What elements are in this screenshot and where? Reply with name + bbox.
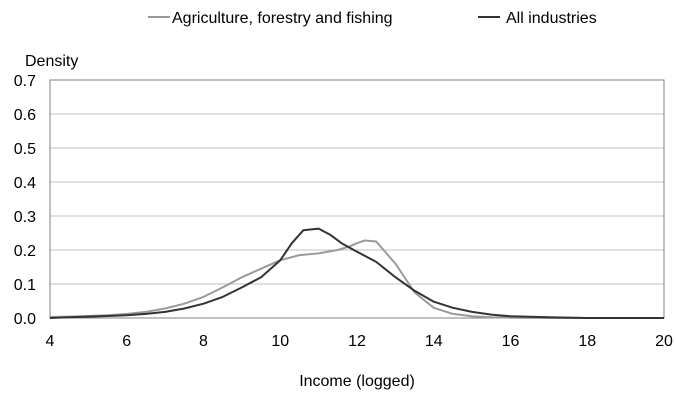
x-tick-label: 18 (578, 333, 596, 350)
x-tick-label: 10 (271, 333, 289, 350)
y-tick-label: 0.0 (14, 311, 36, 328)
y-axis-ticks: 0.0 0.1 0.2 0.3 0.4 0.5 0.6 0.7 (14, 73, 36, 328)
y-tick-label: 0.4 (14, 175, 36, 192)
x-axis-ticks: 4 6 8 10 12 14 16 18 20 (46, 333, 673, 350)
x-tick-label: 20 (655, 333, 673, 350)
y-axis-label: Density (25, 53, 78, 70)
x-tick-label: 6 (122, 333, 131, 350)
series-line-all-industries (50, 229, 664, 318)
y-tick-label: 0.1 (14, 277, 36, 294)
y-tick-label: 0.6 (14, 107, 36, 124)
series-lines (50, 229, 664, 318)
y-tick-label: 0.7 (14, 73, 36, 90)
x-tick-label: 8 (199, 333, 208, 350)
legend-label: All industries (506, 10, 597, 27)
x-tick-label: 16 (502, 333, 520, 350)
legend: Agriculture, forestry and fishing All ind… (148, 10, 597, 27)
x-tick-label: 14 (425, 333, 443, 350)
x-axis-label: Income (logged) (299, 373, 415, 390)
gridlines (50, 80, 664, 284)
y-tick-label: 0.2 (14, 243, 36, 260)
y-tick-label: 0.5 (14, 141, 36, 158)
y-tick-label: 0.3 (14, 209, 36, 226)
x-tick-label: 12 (348, 333, 366, 350)
legend-label: Agriculture, forestry and fishing (172, 10, 393, 27)
x-tick-label: 4 (46, 333, 55, 350)
plot-area (50, 80, 664, 318)
